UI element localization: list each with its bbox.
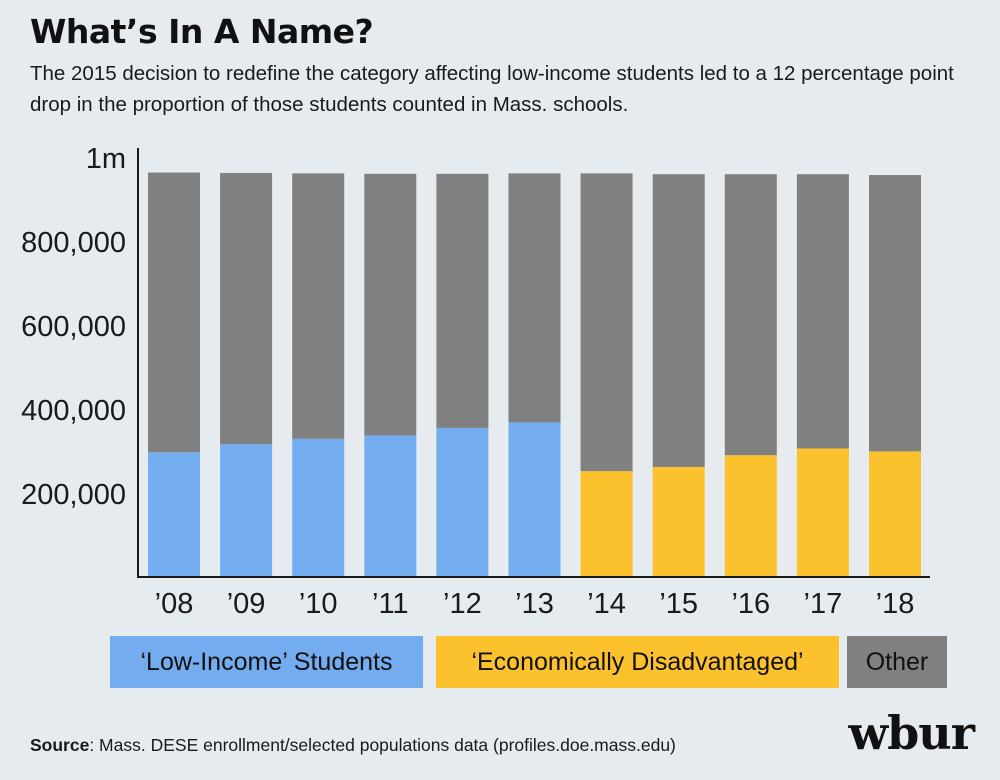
bar-segment-low-income (292, 438, 345, 577)
legend-item-other: Other (847, 636, 947, 688)
y-tick-label: 1m (86, 143, 126, 175)
x-tick-label: ’09 (227, 588, 266, 620)
x-tick-label: ’17 (804, 588, 843, 620)
bar-segment-low-income (220, 444, 273, 577)
source-text: : Mass. DESE enrollment/selected populat… (89, 735, 676, 755)
x-tick-label: ’11 (372, 588, 409, 620)
bar-segment-other (292, 173, 345, 439)
bar-segment-other (652, 174, 705, 467)
bar-segment-econ-dis (652, 466, 705, 577)
y-tick-label: 800,000 (21, 227, 126, 259)
chart-title: What’s In A Name? (30, 12, 374, 51)
y-axis-ticks: 200,000 400,000 600,000 800,000 1m (21, 143, 126, 511)
wbur-logo: wbur (848, 706, 975, 760)
bar-segment-other (796, 174, 849, 449)
bar-segment-other (364, 173, 417, 436)
bar-segment-low-income (436, 427, 489, 577)
bar-segment-other (148, 172, 200, 453)
bar-segment-other (508, 173, 561, 423)
x-tick-label: ’08 (155, 588, 194, 620)
bar-segment-low-income (364, 435, 417, 577)
x-axis-ticks: ’08 ’09 ’10 ’11 ’12 ’13 ’14 ’15 ’16 ’17 ’18 (155, 588, 915, 620)
y-tick-label: 400,000 (21, 395, 126, 427)
bar-segment-other (869, 175, 921, 452)
bar-segment-econ-dis (796, 448, 849, 577)
legend-item-economically-disadvantaged: ‘Economically Disadvantaged’ (436, 636, 839, 688)
bars-group (148, 172, 921, 577)
bar-segment-other (436, 173, 489, 428)
bar-segment-other (724, 174, 777, 456)
stacked-bar-chart: 200,000 400,000 600,000 800,000 1m ’08 ’09 ’10… (21, 143, 930, 620)
bar-segment-other (220, 172, 273, 445)
legend-item-low-income: ‘Low-Income’ Students (110, 636, 423, 688)
x-tick-label: ’15 (659, 588, 698, 620)
x-tick-label: ’16 (731, 588, 770, 620)
y-tick-label: 200,000 (21, 479, 126, 511)
chart-subtitle: The 2015 decision to redefine the catego… (30, 62, 954, 116)
legend: ‘Low-Income’ Students ‘Economically Disa… (0, 636, 1000, 688)
bar-segment-low-income (508, 422, 561, 577)
x-tick-label: ’12 (443, 588, 482, 620)
bar-segment-low-income (148, 452, 200, 577)
bar-segment-econ-dis (580, 471, 633, 577)
source-note: Source: Mass. DESE enrollment/selected p… (30, 735, 676, 756)
y-tick-label: 600,000 (21, 311, 126, 343)
source-label: Source (30, 735, 90, 755)
x-tick-label: ’18 (876, 588, 915, 620)
x-tick-label: ’14 (587, 588, 626, 620)
bar-segment-econ-dis (869, 451, 921, 577)
x-tick-label: ’10 (299, 588, 338, 620)
x-tick-label: ’13 (515, 588, 554, 620)
bar-segment-econ-dis (724, 455, 777, 577)
bar-segment-other (580, 173, 633, 472)
